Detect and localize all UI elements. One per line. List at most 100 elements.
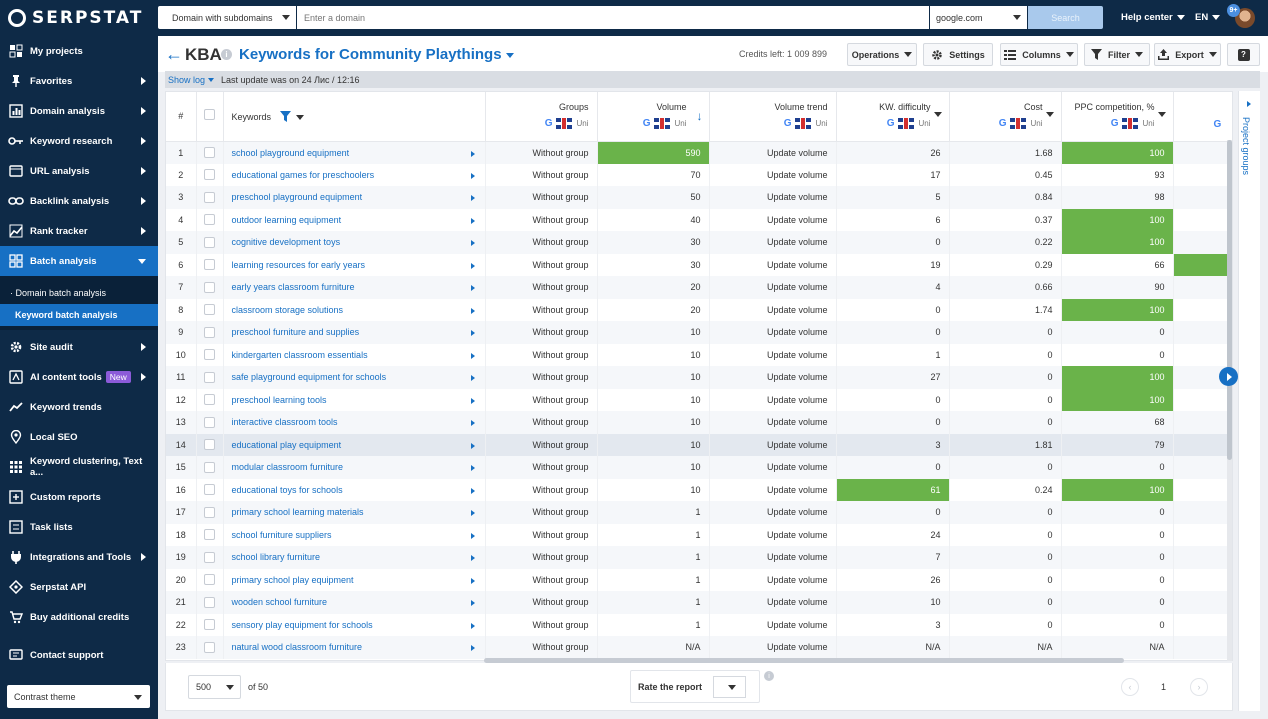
row-select-cell[interactable] (196, 163, 224, 186)
keyword-cell[interactable]: school playground equipment (223, 141, 486, 164)
row-checkbox[interactable] (204, 259, 215, 271)
row-checkbox[interactable] (204, 214, 215, 226)
row-checkbox[interactable] (204, 439, 215, 451)
table-row[interactable]: 15 modular classroom furniture Without gro… (166, 456, 1232, 479)
domain-input[interactable] (297, 6, 929, 29)
row-select-cell[interactable] (196, 613, 224, 636)
avatar[interactable] (1235, 8, 1255, 28)
expand-row-icon[interactable] (470, 510, 475, 516)
col-kw-difficulty[interactable]: KW. difficulty G Uni (836, 92, 950, 142)
table-row[interactable]: 9 preschool furniture and supplies Without… (166, 321, 1232, 344)
keyword-cell[interactable]: safe playground equipment for schools (223, 366, 486, 389)
volume-trend-cell[interactable]: Update volume (709, 163, 837, 186)
row-checkbox[interactable] (204, 349, 215, 361)
sidebar-item-integrations-and-tools[interactable]: Integrations and Tools (0, 542, 158, 572)
help-center-menu[interactable]: Help center (1121, 12, 1185, 23)
keyword-cell[interactable]: sensory play equipment for schools (223, 613, 486, 636)
volume-trend-cell[interactable]: Update volume (709, 501, 837, 524)
sidebar-item-url-analysis[interactable]: URL analysis (0, 156, 158, 186)
col-select-all[interactable] (196, 92, 224, 142)
volume-trend-cell[interactable]: Update volume (709, 366, 837, 389)
rows-per-page-select[interactable]: 500 (188, 675, 241, 699)
row-checkbox[interactable] (204, 326, 215, 338)
row-checkbox[interactable] (204, 416, 215, 428)
row-select-cell[interactable] (196, 546, 224, 569)
back-arrow-icon[interactable]: ← (165, 44, 183, 64)
sidebar-item-serpstat-api[interactable]: Serpstat API (0, 572, 158, 602)
keyword-cell[interactable]: learning resources for early years (223, 253, 486, 276)
sub-item-domain-batch[interactable]: · Domain batch analysis (10, 288, 107, 298)
expand-row-icon[interactable] (470, 555, 475, 561)
volume-trend-cell[interactable]: Update volume (709, 141, 837, 164)
table-row[interactable]: 18 school furniture suppliers Without grou… (166, 523, 1232, 546)
table-row[interactable]: 20 primary school play equipment Without g… (166, 568, 1232, 591)
row-select-cell[interactable] (196, 411, 224, 434)
table-row[interactable]: 8 classroom storage solutions Without grou… (166, 298, 1232, 321)
keyword-link[interactable]: primary school play equipment (231, 574, 354, 585)
expand-row-icon[interactable] (470, 352, 475, 359)
sort-down-icon[interactable] (1157, 112, 1166, 117)
keyword-cell[interactable]: classroom storage solutions (223, 298, 486, 321)
keyword-link[interactable]: classroom storage solutions (231, 304, 344, 315)
keyword-link[interactable]: interactive classroom tools (231, 417, 338, 428)
expand-row-icon[interactable] (470, 645, 475, 651)
row-checkbox[interactable] (204, 371, 215, 383)
keyword-link[interactable]: educational games for preschoolers (231, 169, 375, 180)
sidebar-item-site-audit[interactable]: Site audit (0, 332, 158, 362)
theme-select[interactable]: Contrast theme (7, 685, 150, 708)
sidebar-item-my-projects[interactable]: My projects (0, 36, 158, 66)
sidebar-item-favorites[interactable]: Favorites (0, 66, 158, 96)
col-volume-trend[interactable]: Volume trend G Uni (709, 92, 837, 142)
row-checkbox[interactable] (204, 236, 215, 248)
table-row[interactable]: 4 outdoor learning equipment Without group… (166, 208, 1232, 231)
volume-trend-cell[interactable]: Update volume (709, 523, 837, 546)
expand-row-icon[interactable] (470, 262, 475, 269)
keyword-link[interactable]: educational play equipment (231, 439, 342, 450)
table-row[interactable]: 11 safe playground equipment for schools W… (166, 366, 1232, 389)
search-button[interactable]: Search (1028, 6, 1103, 29)
row-checkbox[interactable] (204, 461, 215, 473)
keyword-cell[interactable]: outdoor learning equipment (223, 208, 486, 231)
keyword-link[interactable]: preschool learning tools (231, 394, 327, 405)
volume-trend-cell[interactable]: Update volume (709, 613, 837, 636)
sidebar-item-keyword-trends[interactable]: Keyword trends (0, 392, 158, 422)
expand-row-icon[interactable] (470, 330, 475, 336)
chevron-down-icon[interactable] (296, 115, 305, 120)
sort-down-icon[interactable] (933, 112, 942, 117)
volume-trend-cell[interactable]: Update volume (709, 298, 837, 321)
row-select-cell[interactable] (196, 433, 224, 456)
expand-row-icon[interactable] (470, 442, 475, 449)
table-row[interactable]: 13 interactive classroom tools Without gro… (166, 411, 1232, 434)
sidebar-item-ai-content-tools[interactable]: AI content tools New (0, 362, 158, 392)
keyword-link[interactable]: early years classroom furniture (231, 282, 355, 293)
info-icon[interactable]: i (221, 49, 232, 60)
expand-panel-button[interactable] (1219, 367, 1238, 386)
filter-button[interactable]: Filter (1084, 43, 1150, 66)
table-row[interactable]: 1 school playground equipment Without grou… (166, 141, 1232, 164)
table-row[interactable]: 23 natural wood classroom furniture Withou… (166, 636, 1232, 659)
volume-trend-cell[interactable]: Update volume (709, 636, 837, 659)
keyword-cell[interactable]: cognitive development toys (223, 231, 486, 254)
col-cost[interactable]: Cost G Uni (949, 92, 1062, 142)
keyword-cell[interactable]: natural wood classroom furniture (223, 636, 486, 659)
select-all-checkbox[interactable] (204, 109, 215, 121)
volume-trend-cell[interactable]: Update volume (709, 568, 837, 591)
expand-row-icon[interactable] (470, 307, 475, 314)
table-row[interactable]: 14 educational play equipment Without grou… (166, 433, 1232, 456)
keyword-link[interactable]: outdoor learning equipment (231, 214, 342, 225)
table-row[interactable]: 21 wooden school furniture Without group 1 U… (166, 591, 1232, 614)
keyword-link[interactable]: natural wood classroom furniture (231, 642, 363, 653)
row-checkbox[interactable] (204, 304, 215, 316)
row-select-cell[interactable] (196, 231, 224, 254)
keyword-link[interactable]: school library furniture (231, 552, 321, 563)
row-select-cell[interactable] (196, 208, 224, 231)
filter-icon[interactable] (279, 111, 291, 124)
keyword-cell[interactable]: school furniture suppliers (223, 523, 486, 546)
sidebar-item-keyword-research[interactable]: Keyword research (0, 126, 158, 156)
chevron-right-icon[interactable] (1247, 101, 1251, 107)
volume-trend-cell[interactable]: Update volume (709, 546, 837, 569)
prev-page-button[interactable]: ‹ (1121, 678, 1139, 696)
volume-trend-cell[interactable]: Update volume (709, 388, 837, 411)
keyword-link[interactable]: educational toys for schools (231, 484, 343, 495)
row-checkbox[interactable] (204, 484, 215, 496)
